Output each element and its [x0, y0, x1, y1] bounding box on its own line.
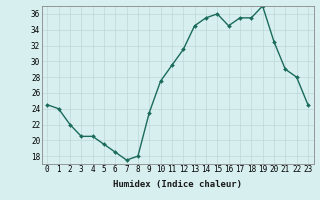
X-axis label: Humidex (Indice chaleur): Humidex (Indice chaleur)	[113, 180, 242, 189]
